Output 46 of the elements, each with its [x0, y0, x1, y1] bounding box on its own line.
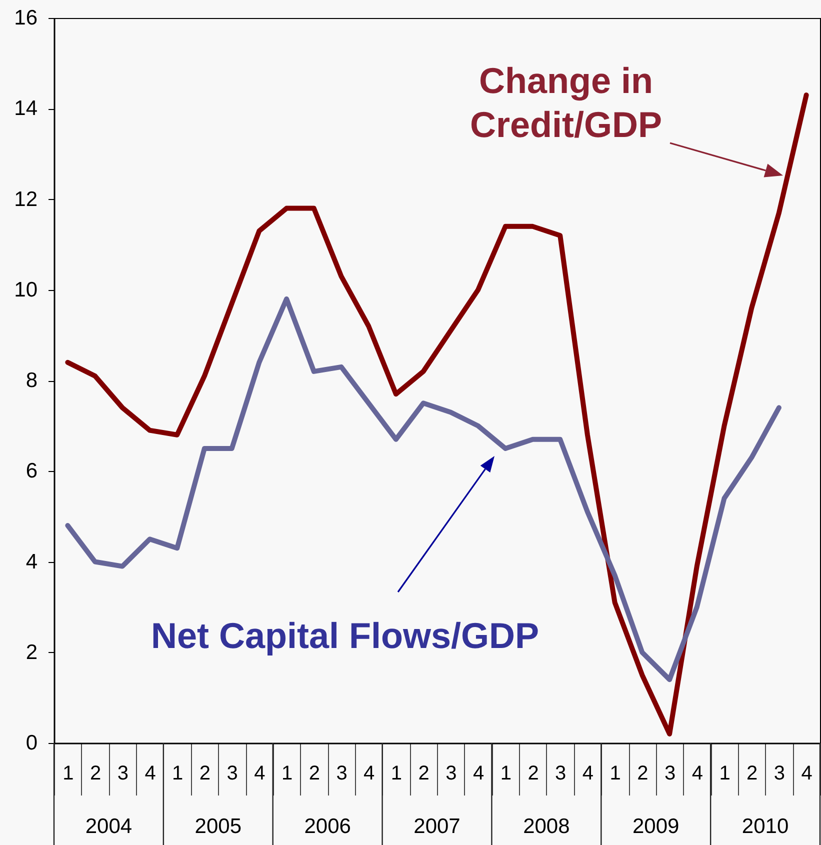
- x-tick-label: 1: [172, 762, 184, 784]
- x-tick-label: 3: [117, 762, 128, 784]
- text: Change in Credit/GDP: [470, 60, 662, 145]
- x-tick-label: 3: [774, 762, 786, 784]
- y-tick-label: 6: [26, 460, 38, 483]
- series-label: Net Capital Flows/GDP: [150, 615, 540, 656]
- x-tick-label: 4: [692, 762, 703, 784]
- x-tick-label: 2: [308, 762, 320, 784]
- x-tick-label: 4: [801, 762, 812, 784]
- text: 2009: [632, 815, 680, 838]
- x-tick-label: 4: [364, 762, 375, 784]
- text: 2006: [304, 815, 351, 838]
- x-tick-label: 1: [281, 762, 293, 784]
- x-tick-label: 2: [637, 762, 648, 784]
- x-tick-label: 4: [472, 762, 484, 784]
- x-tick-label: 2: [199, 762, 211, 784]
- x-tick-label: 2: [418, 762, 430, 784]
- y-tick-label: 10: [14, 278, 38, 302]
- text: 2004: [85, 815, 132, 838]
- x-tick-label: 3: [555, 762, 566, 784]
- x-tick-label: 2: [528, 762, 539, 784]
- y-tick-label: 4: [26, 550, 38, 574]
- y-tick-label: 8: [26, 369, 38, 392]
- x-tick-label: 3: [664, 762, 676, 784]
- text: 2008: [523, 815, 570, 838]
- text: 2010: [742, 815, 789, 838]
- x-tick-label: 3: [226, 762, 238, 784]
- x-tick-label: 1: [719, 762, 730, 784]
- text: 2007: [414, 815, 460, 838]
- x-tick-label: 4: [254, 762, 266, 784]
- x-tick-label: 3: [336, 762, 348, 784]
- x-tick-label: 1: [62, 762, 74, 784]
- text: 2005: [194, 815, 242, 838]
- x-tick-label: 1: [500, 762, 512, 784]
- x-tick-label: 2: [90, 762, 102, 784]
- x-tick-label: 1: [390, 762, 402, 784]
- x-tick-label: 1: [610, 762, 621, 784]
- x-tick-label: 4: [582, 762, 594, 784]
- x-tick-label: 3: [446, 762, 457, 784]
- y-tick-label: 0: [26, 732, 38, 754]
- y-tick-label: 14: [14, 97, 38, 120]
- y-tick-label: 12: [14, 188, 38, 211]
- x-tick-label: 2: [746, 762, 758, 784]
- y-tick-label: 16: [14, 6, 38, 30]
- y-tick-label: 2: [26, 640, 38, 664]
- x-tick-label: 4: [144, 762, 156, 784]
